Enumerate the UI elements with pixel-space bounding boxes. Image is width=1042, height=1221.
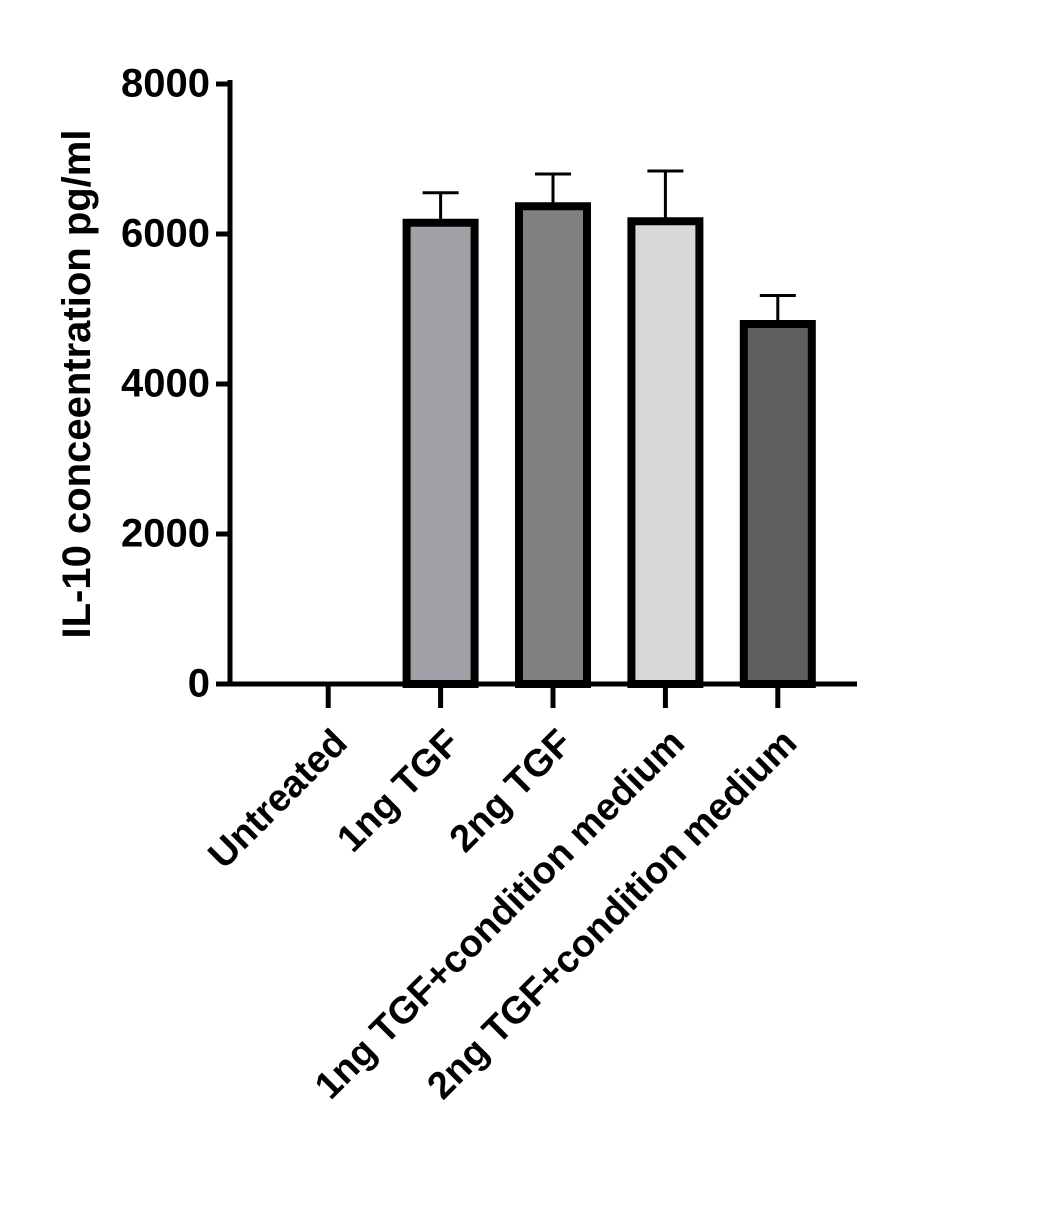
y-tick-label: 2000: [121, 512, 210, 556]
bar: [627, 217, 704, 688]
bar: [515, 202, 591, 688]
y-axis-title: IL-10 conceentration pg/ml: [55, 130, 99, 639]
y-tick-label: 6000: [121, 212, 210, 256]
y-tick-label: 0: [188, 662, 210, 706]
x-tick-label: 1ng TGF: [329, 722, 468, 861]
bar: [739, 320, 816, 688]
bar: [402, 218, 479, 688]
x-tick-label: Untreated: [201, 722, 356, 877]
y-tick-label: 8000: [121, 62, 210, 106]
y-tick-label: 4000: [121, 362, 210, 406]
